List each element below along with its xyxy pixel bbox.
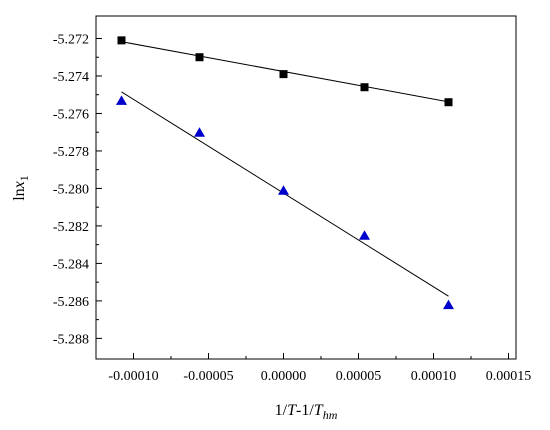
x-tick-label: 0.00005: [336, 369, 382, 384]
x-tick-label: 0.00010: [411, 369, 457, 384]
square-point: [195, 53, 204, 62]
x-axis-label: 1/T-1/Thm: [275, 402, 338, 422]
triangle-point: [359, 230, 370, 240]
y-axis-label: lnx1: [11, 175, 31, 201]
y-tick-label: -5.272: [53, 32, 89, 47]
triangle-point: [278, 185, 289, 195]
triangle-point: [116, 95, 127, 105]
x-tick-label: -0.00005: [183, 369, 233, 384]
y-tick-label: -5.288: [53, 332, 89, 347]
plot-frame: [95, 15, 517, 360]
y-tick-label: -5.276: [53, 107, 89, 122]
y-tick-label: -5.280: [53, 182, 89, 197]
triangle-point: [194, 127, 205, 137]
data-points: [116, 36, 454, 310]
x-tick-label: -0.00010: [108, 369, 158, 384]
y-tick-label: -5.282: [53, 220, 89, 235]
triangle-point: [443, 299, 454, 310]
x-axis: -0.00010 -0.00005 0.00000 0.00005 0.00010 0.0…: [108, 353, 531, 384]
y-tick-label: -5.278: [53, 145, 89, 160]
square-point: [360, 83, 369, 92]
x-tick-label: 0.00015: [486, 369, 532, 384]
square-point: [117, 36, 126, 45]
square-point: [279, 70, 288, 79]
y-tick-label: -5.284: [53, 257, 89, 272]
x-tick-label: 0.00000: [261, 369, 307, 384]
square-point: [444, 98, 453, 107]
fit-lines: [121, 41, 449, 297]
y-tick-label: -5.286: [53, 295, 89, 310]
y-tick-label: -5.274: [53, 70, 89, 85]
y-axis: -5.272 -5.274 -5.276 -5.278 -5.280 -5.282 -5.2…: [53, 32, 102, 347]
